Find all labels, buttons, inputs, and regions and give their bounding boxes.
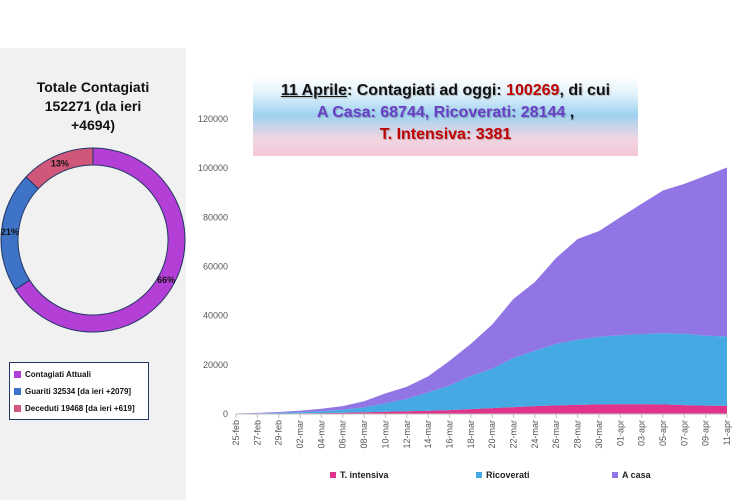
banner-suffix: , di cui — [559, 82, 611, 99]
donut-slice-deceduti — [25, 147, 94, 190]
banner-total: 100269 — [506, 82, 560, 99]
legend-item-ti: T. intensiva — [330, 470, 389, 480]
legend-item-ricoverati: Ricoverati — [476, 470, 530, 480]
x-tick-label: 16-mar — [444, 420, 454, 449]
legend-label-ti: T. intensiva — [340, 470, 389, 480]
banner-line3: T. Intensiva: 3381 — [253, 124, 638, 146]
x-tick-label: 09-apr — [701, 420, 711, 446]
x-tick-label: 10-mar — [380, 420, 390, 449]
y-tick-label: 0 — [223, 409, 228, 419]
legend-swatch-ricoverati — [476, 472, 482, 478]
banner-end: , — [565, 104, 575, 121]
x-tick-label: 25-feb — [231, 420, 241, 446]
banner-ricoverati: Ricoverati: 28144 — [433, 104, 566, 121]
legend-swatch-ti — [330, 472, 336, 478]
x-tick-label: 29-feb — [274, 420, 284, 446]
x-tick-label: 27-feb — [252, 420, 262, 446]
x-tick-label: 01-apr — [615, 420, 625, 446]
y-tick-label: 20000 — [203, 360, 228, 370]
y-tick-label: 120000 — [198, 114, 228, 124]
x-tick-label: 20-mar — [487, 420, 497, 449]
x-tick-label: 05-apr — [658, 420, 668, 446]
left-panel — [0, 48, 186, 500]
y-tick-label: 60000 — [203, 262, 228, 272]
donut-legend: Contagiati Attuali Guariti 32534 [da ier… — [9, 362, 149, 420]
x-tick-label: 28-mar — [573, 420, 583, 449]
y-tick-label: 40000 — [203, 311, 228, 321]
banner-date: 11 Aprile — [280, 82, 347, 99]
x-tick-label: 07-apr — [679, 420, 689, 446]
x-tick-label: 22-mar — [509, 420, 519, 449]
legend-swatch-deceduti — [14, 405, 21, 412]
donut-label-attuali: 66% — [157, 275, 175, 285]
legend-item-casa: A casa — [612, 470, 651, 480]
donut-label-guariti: 21% — [1, 227, 19, 237]
legend-swatch-casa — [612, 472, 618, 478]
y-tick-label: 100000 — [198, 163, 228, 173]
x-tick-label: 02-mar — [295, 420, 305, 449]
donut-title-line2: 152271 (da ieri — [44, 98, 142, 114]
x-tick-label: 14-mar — [423, 420, 433, 449]
banner-casa: A Casa: 68744 — [316, 104, 425, 121]
donut-title-line3: +4694) — [71, 117, 115, 133]
x-tick-label: 04-mar — [316, 420, 326, 449]
legend-swatch-guariti — [14, 388, 21, 395]
banner-line2: A Casa: 68744, Ricoverati: 28144 , — [253, 102, 638, 124]
donut-title: Totale Contagiati 152271 (da ieri +4694) — [0, 78, 186, 135]
banner-ti: T. Intensiva: 3381 — [379, 126, 512, 143]
x-tick-label: 03-apr — [637, 420, 647, 446]
legend-label-guariti: Guariti 32534 [da ieri +2079] — [25, 387, 132, 396]
legend-item-attuali: Contagiati Attuali — [14, 366, 148, 383]
legend-item-guariti: Guariti 32534 [da ieri +2079] — [14, 383, 148, 400]
donut-chart: 66% 21% 13% — [0, 147, 186, 333]
banner-line1: 11 Aprile: Contagiati ad oggi: 100269, d… — [253, 80, 638, 102]
legend-label-ricoverati: Ricoverati — [486, 470, 530, 480]
x-tick-label: 18-mar — [466, 420, 476, 449]
legend-label-deceduti: Deceduti 19468 [da ieri +619] — [25, 404, 135, 413]
area-series-ti — [236, 404, 727, 414]
legend-item-deceduti: Deceduti 19468 [da ieri +619] — [14, 400, 148, 417]
legend-label-attuali: Contagiati Attuali — [25, 370, 91, 379]
area-series-casa — [236, 167, 727, 414]
x-tick-label: 11-apr — [722, 420, 732, 445]
x-tick-label: 26-mar — [551, 420, 561, 449]
banner-prefix: : Contagiati ad oggi: — [346, 82, 507, 99]
x-tick-label: 08-mar — [359, 420, 369, 449]
banner-sep: , — [424, 104, 434, 121]
y-tick-label: 80000 — [203, 212, 228, 222]
stacked-area-chart: 0 20000 40000 60000 80000 100000 120000 25-feb 2… — [198, 114, 732, 449]
donut-title-line1: Totale Contagiati — [36, 79, 150, 95]
legend-swatch-attuali — [14, 371, 21, 378]
x-tick-label: 30-mar — [594, 420, 604, 449]
x-tick-label: 24-mar — [530, 420, 540, 449]
donut-label-deceduti: 13% — [51, 158, 69, 168]
area-series-ricoverati — [236, 333, 727, 414]
x-tick-label: 06-mar — [338, 420, 348, 449]
summary-banner: 11 Aprile: Contagiati ad oggi: 100269, d… — [253, 77, 638, 156]
x-tick-label: 12-mar — [402, 420, 412, 449]
legend-label-casa: A casa — [622, 470, 651, 480]
